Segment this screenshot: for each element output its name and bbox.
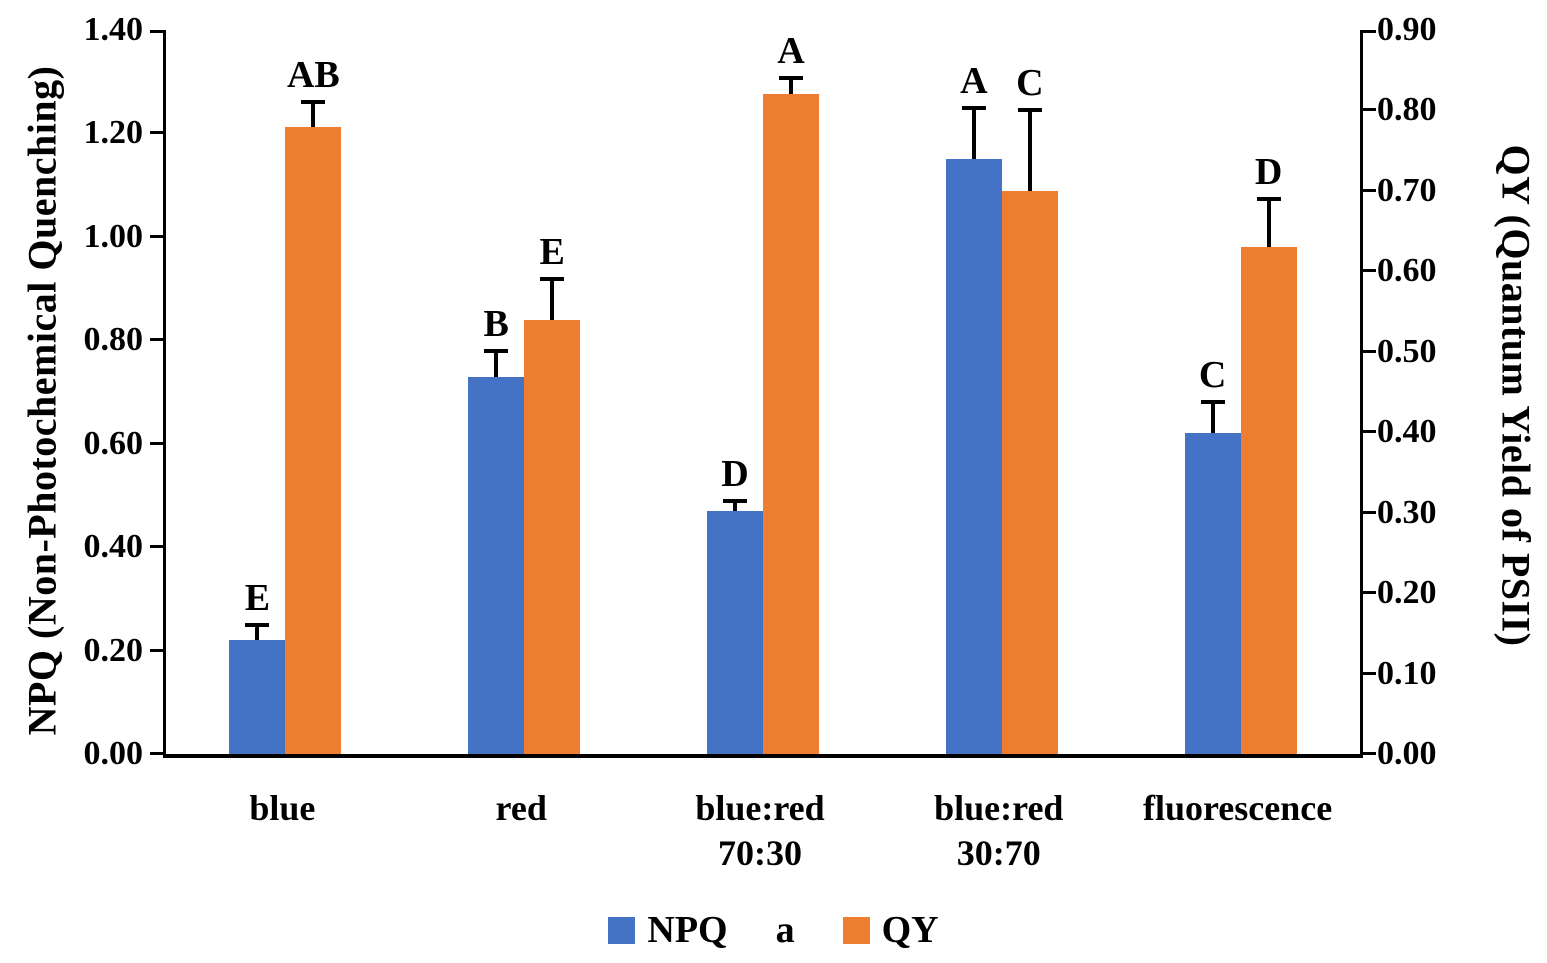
legend-swatch-qy	[842, 916, 870, 944]
error-bar-stem	[1027, 110, 1032, 191]
legend-swatch-npq	[608, 916, 636, 944]
right-axis-tick-label: 0.40	[1377, 413, 1437, 451]
right-axis-tick-label: 0.80	[1377, 91, 1437, 129]
error-bar-stem	[255, 624, 260, 641]
sig-letter: C	[1016, 62, 1044, 105]
legend-item-npq: NPQ	[608, 908, 728, 952]
error-bar-cap	[484, 348, 509, 353]
error-bar-cap	[723, 498, 747, 503]
error-bar-cap	[245, 622, 270, 627]
left-axis-tick-label: 0.00	[83, 735, 144, 772]
error-bar-cap	[1200, 400, 1225, 405]
right-axis-tick-label: 0.90	[1377, 11, 1437, 48]
right-axis-tick	[1363, 430, 1376, 434]
error-bar-stem	[311, 102, 316, 127]
error-bar-stem	[550, 279, 555, 320]
right-axis-tick	[1363, 591, 1376, 595]
right-axis-tick	[1363, 671, 1376, 675]
legend-item-qy: QY	[842, 908, 939, 952]
left-axis-tick-label: 0.20	[83, 631, 144, 669]
bar-npq-3	[707, 510, 763, 754]
error-bar-cap	[301, 100, 326, 105]
sig-letter: E	[539, 231, 565, 274]
left-axis-tick-label: 1.20	[83, 114, 144, 152]
error-bar-cap	[1017, 108, 1042, 113]
sig-letter: AB	[286, 54, 340, 97]
right-axis-tick-label: 0.70	[1377, 171, 1437, 209]
left-axis-tick	[150, 545, 163, 549]
left-axis-tick	[150, 441, 163, 445]
left-axis-tick-label: 0.40	[83, 528, 144, 566]
category-label: red	[495, 788, 547, 828]
bar-npq-2	[468, 376, 525, 754]
left-axis-tick-label: 1.40	[83, 11, 144, 48]
category-label: blue:red 70:30	[695, 788, 825, 873]
sig-letter: D	[721, 452, 749, 495]
category-label: blue:red 30:70	[934, 788, 1064, 873]
left-axis-tick-label: 0.80	[83, 321, 144, 359]
bar-qy-1	[285, 126, 342, 754]
plot-area: E B D A C AB E A C D	[150, 30, 1376, 758]
error-bar-stem	[494, 350, 499, 377]
error-bar-stem	[789, 78, 793, 95]
bar-npq-4	[945, 159, 1002, 754]
left-axis-tick	[150, 131, 163, 135]
left-axis-tick	[150, 752, 163, 755]
error-bar-stem	[1210, 402, 1215, 434]
right-axis-tick	[1363, 188, 1376, 192]
bar-qy-5	[1240, 247, 1297, 754]
right-axis-tick	[1363, 269, 1376, 273]
legend-label: a	[775, 909, 795, 951]
left-axis-tick	[150, 30, 163, 33]
sig-letter: D	[1254, 150, 1283, 193]
sig-letter: C	[1198, 354, 1227, 397]
left-axis-tick	[150, 338, 163, 342]
right-axis-tick-label: 0.00	[1377, 735, 1437, 772]
category-label: fluorescence	[1142, 788, 1333, 828]
bar-qy-2	[524, 319, 581, 754]
right-axis-tick-label: 0.10	[1377, 654, 1437, 692]
right-axis-tick	[1363, 510, 1376, 514]
right-axis-tick-label: 0.30	[1377, 493, 1437, 531]
error-bar-stem	[971, 107, 976, 160]
error-bar-stem	[733, 500, 737, 511]
right-axis-tick-label: 0.60	[1377, 252, 1437, 290]
error-bar-cap	[961, 105, 986, 110]
legend-label: NPQ	[647, 909, 728, 951]
error-bar-cap	[540, 277, 565, 282]
right-axis-tick	[1363, 752, 1376, 755]
right-axis-tick	[1363, 30, 1376, 33]
sig-letter: A	[960, 59, 988, 102]
bar-qy-3	[763, 94, 819, 754]
left-axis-tick	[150, 234, 163, 238]
sig-letter: E	[244, 576, 271, 619]
left-axis-tick	[150, 648, 163, 652]
right-axis-tick	[1363, 108, 1376, 112]
sig-letter: A	[777, 30, 805, 73]
left-axis-tick-label: 0.60	[83, 424, 144, 462]
chart-legend: NPQ a QY	[0, 908, 1547, 952]
right-axis-tick-label: 0.20	[1377, 574, 1437, 612]
sig-letter: B	[483, 302, 509, 345]
error-bar-cap	[1256, 196, 1281, 201]
bar-qy-4	[1001, 190, 1058, 754]
legend-label: QY	[881, 909, 939, 951]
bar-npq-1	[229, 640, 286, 754]
right-axis-tick-label: 0.50	[1377, 332, 1437, 370]
error-bar-stem	[1266, 198, 1271, 248]
bar-npq-5	[1184, 433, 1241, 754]
right-axis-title: QY (Quantum Yield of PSII)	[1493, 144, 1539, 647]
legend-item-a: a	[776, 908, 795, 952]
right-axis-tick	[1363, 349, 1376, 353]
left-axis-tick-label: 1.00	[83, 217, 144, 255]
category-label: blue	[249, 788, 316, 828]
error-bar-cap	[779, 76, 803, 81]
